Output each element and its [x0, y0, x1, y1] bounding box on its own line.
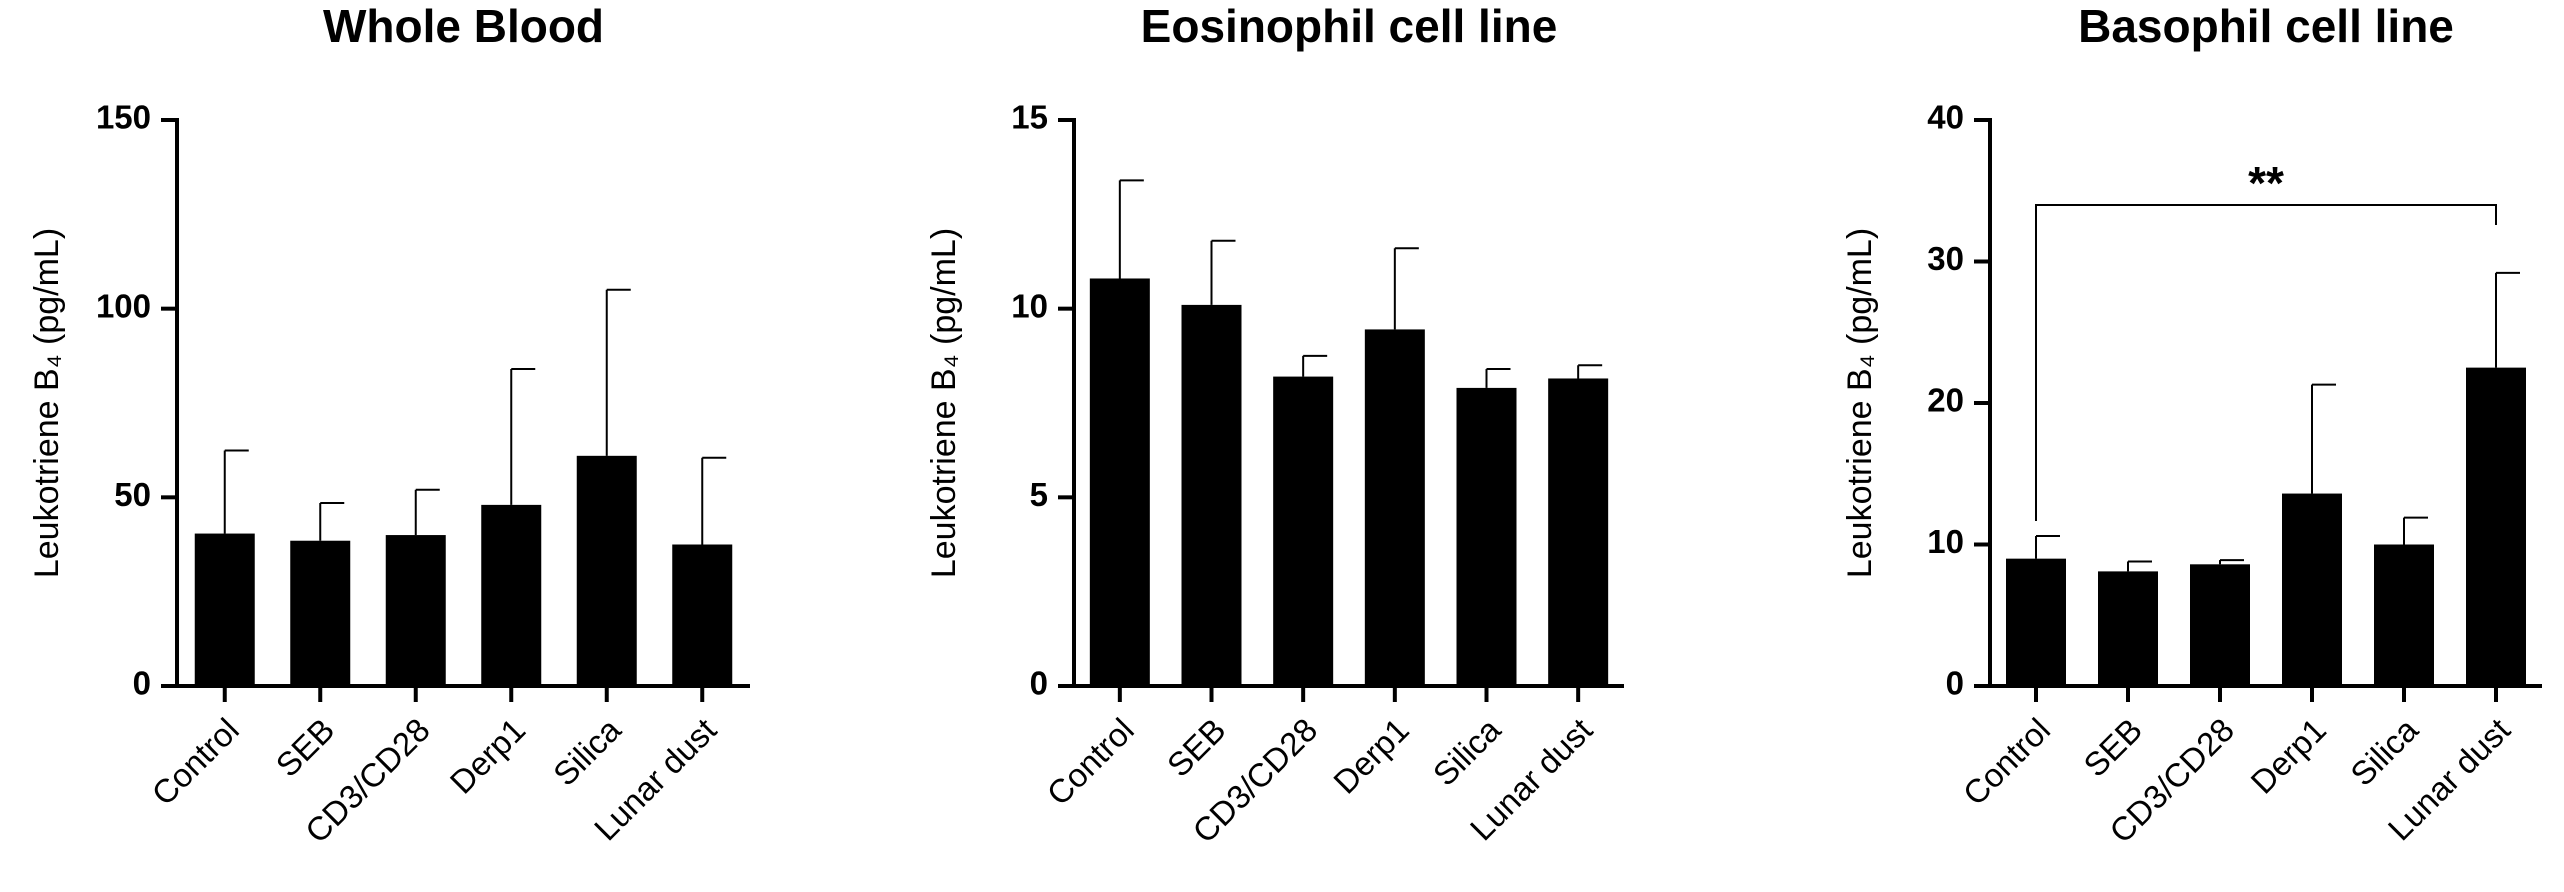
error-bar	[1118, 179, 1144, 279]
bar	[672, 544, 733, 686]
y-tick-label: 100	[96, 287, 151, 324]
significance-bracket	[2035, 204, 2497, 521]
y-tick-label: 0	[1030, 665, 1048, 702]
y-tick-label: 150	[96, 99, 151, 136]
chart-title: Basophil cell line	[2078, 0, 2454, 52]
y-tick-label: 0	[1946, 665, 1964, 702]
error-bar	[414, 488, 440, 536]
error-bar	[319, 501, 345, 541]
bar	[1364, 329, 1425, 686]
x-tick-label: Control	[1040, 711, 1141, 812]
y-axis-label: Leukotriene B₄ (pg/mL)	[1841, 228, 1879, 578]
error-bar	[1210, 239, 1236, 305]
bar	[2282, 493, 2342, 686]
bar	[2006, 558, 2066, 686]
x-tick-label: Derp1	[443, 711, 533, 801]
x-tick-label: Silica	[546, 710, 628, 792]
x-tick-label: Derp1	[1326, 711, 1416, 801]
y-tick-label: 10	[1927, 523, 1964, 560]
error-bar	[1302, 354, 1328, 377]
x-tick-label: SEB	[268, 711, 341, 784]
error-bar	[1485, 368, 1511, 388]
y-tick-label: 40	[1927, 99, 1964, 136]
error-bar	[605, 288, 631, 456]
y-tick-label: 20	[1927, 382, 1964, 419]
x-tick-label: SEB	[2076, 711, 2149, 784]
x-tick-label: Silica	[1426, 710, 1508, 792]
error-bar	[223, 449, 249, 534]
bar	[2374, 544, 2434, 686]
y-axis-label: Leukotriene B₄ (pg/mL)	[925, 228, 963, 578]
x-tick-label: Control	[1956, 711, 2057, 812]
bar	[2190, 564, 2250, 686]
error-bar	[1393, 247, 1419, 330]
y-tick-label: 10	[1011, 287, 1048, 324]
error-bar	[2035, 535, 2060, 559]
significance-label: **	[2248, 157, 2284, 209]
error-bar	[701, 456, 727, 545]
bar	[290, 540, 351, 686]
x-tick-label: Control	[144, 711, 245, 812]
bar	[2098, 571, 2158, 686]
bar	[1273, 376, 1334, 686]
x-tick-label: SEB	[1160, 711, 1233, 784]
error-bar	[2219, 559, 2244, 565]
bar	[385, 535, 446, 686]
y-tick-label: 50	[114, 476, 151, 513]
error-bar	[510, 368, 536, 505]
error-bar	[2127, 560, 2152, 572]
y-tick-label: 15	[1011, 99, 1048, 136]
x-tick-label: Derp1	[2243, 711, 2333, 801]
error-bar	[1577, 364, 1603, 379]
bar	[1548, 378, 1609, 686]
error-bar	[2311, 383, 2336, 494]
bar	[576, 455, 637, 686]
bar	[194, 533, 255, 686]
y-tick-label: 30	[1927, 240, 1964, 277]
chart-title: Eosinophil cell line	[1141, 0, 1558, 52]
error-bar	[2403, 516, 2428, 545]
error-bar	[2495, 271, 2520, 368]
bar	[2466, 367, 2526, 686]
bar	[1089, 278, 1150, 686]
x-tick-label: Silica	[2343, 710, 2425, 792]
chart-title: Whole Blood	[323, 0, 604, 52]
y-axis-label: Leukotriene B₄ (pg/mL)	[28, 228, 66, 578]
bar	[1456, 387, 1517, 686]
bar	[481, 504, 542, 686]
y-tick-label: 5	[1030, 476, 1048, 513]
y-tick-label: 0	[133, 665, 151, 702]
bar	[1181, 304, 1242, 686]
